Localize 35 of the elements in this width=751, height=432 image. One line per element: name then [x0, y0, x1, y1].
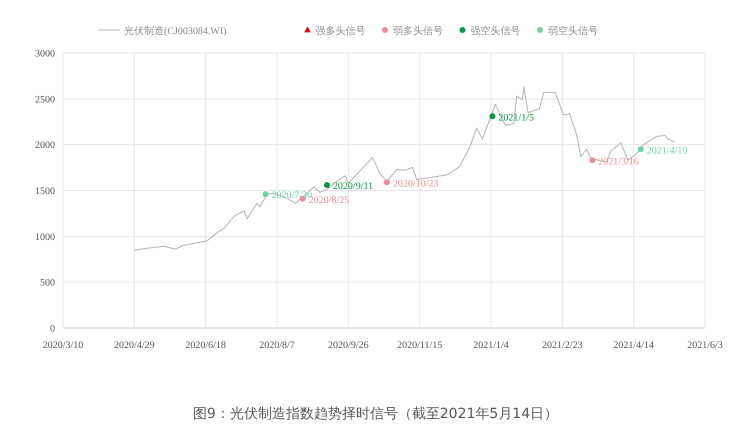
x-tick-label: 2021/6/3	[687, 340, 723, 351]
x-tick-label: 2020/11/15	[397, 340, 442, 351]
legend-label: 强空头信号	[470, 25, 520, 37]
y-tick-label: 1500	[35, 186, 55, 197]
y-tick-label: 2500	[35, 94, 55, 106]
point	[589, 157, 596, 164]
y-tick-label: 3000	[35, 48, 55, 60]
point	[489, 113, 496, 120]
point	[262, 191, 269, 198]
caption: 图9：光伏制造指数趋势择时信号（截至2021年5月14日）	[192, 406, 558, 422]
data-label: 2020/10/23	[392, 178, 438, 190]
data-label: 2021/3/16	[598, 156, 639, 168]
x-tick-label: 2021/2/23	[542, 340, 583, 351]
legend-label: 弱空头信号	[548, 25, 598, 37]
y-tick-label: 500	[40, 278, 55, 289]
x-tick-label: 2020/8/7	[259, 340, 295, 351]
x-tick-label: 2020/4/29	[114, 340, 155, 351]
data-label: 2020/8/25	[308, 194, 350, 206]
data-label: 2021/1/5	[498, 112, 534, 124]
legend-label: 强多头信号	[316, 25, 366, 37]
point	[638, 146, 644, 152]
legend-label: 弱多头信号	[393, 25, 443, 37]
y-tick-label: 2000	[35, 140, 55, 152]
y-tick-label: 0	[50, 324, 55, 334]
legend-label: 光伏制造(CJ003084.WI)	[124, 25, 226, 37]
x-tick-label: 2020/6/18	[185, 340, 226, 351]
x-tick-label: 2020/9/26	[328, 340, 369, 351]
data-label: 2021/4/19	[646, 145, 688, 156]
x-tick-label: 2021/1/4	[473, 340, 509, 351]
point	[384, 179, 390, 186]
data-label: 2020/9/11	[332, 181, 374, 192]
point	[324, 182, 330, 188]
x-tick-label: 2020/3/10	[42, 340, 84, 351]
x-tick-label: 2021/4/14	[613, 340, 654, 351]
y-tick-label: 1000	[35, 232, 55, 243]
